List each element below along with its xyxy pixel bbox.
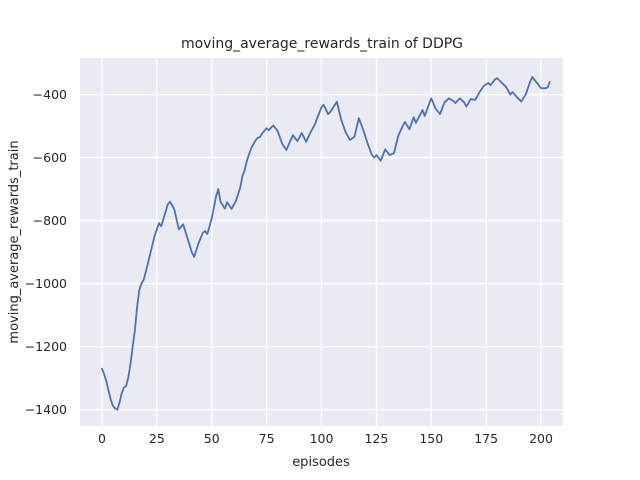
x-tick-label: 200 [529, 431, 553, 446]
y-tick-label: −400 [33, 87, 67, 102]
y-tick-label: −1000 [25, 276, 67, 291]
grid-layer [80, 58, 563, 426]
x-tick-label: 100 [310, 431, 334, 446]
y-tick-labels: −400 −600 −800 −1000 −1200 −1400 [25, 87, 67, 417]
x-tick-label: 25 [149, 431, 165, 446]
x-tick-label: 150 [419, 431, 443, 446]
x-tick-label: 125 [364, 431, 388, 446]
x-tick-label: 50 [204, 431, 220, 446]
y-tick-label: −800 [33, 213, 67, 228]
y-tick-label: −1400 [25, 402, 67, 417]
x-tick-label: 175 [474, 431, 498, 446]
series-line-ddpg [101, 76, 551, 411]
x-tick-label: 0 [98, 431, 106, 446]
y-tick-label: −1200 [25, 339, 67, 354]
series-layer [101, 76, 551, 411]
x-axis-label: episodes [292, 455, 350, 470]
chart-title: moving_average_rewards_train of DDPG [181, 36, 463, 52]
x-tick-labels: 0 25 50 75 100 125 150 175 200 [98, 431, 553, 446]
x-tick-label: 75 [259, 431, 275, 446]
y-axis-label: moving_average_rewards_train [7, 140, 22, 343]
y-tick-label: −600 [33, 150, 67, 165]
